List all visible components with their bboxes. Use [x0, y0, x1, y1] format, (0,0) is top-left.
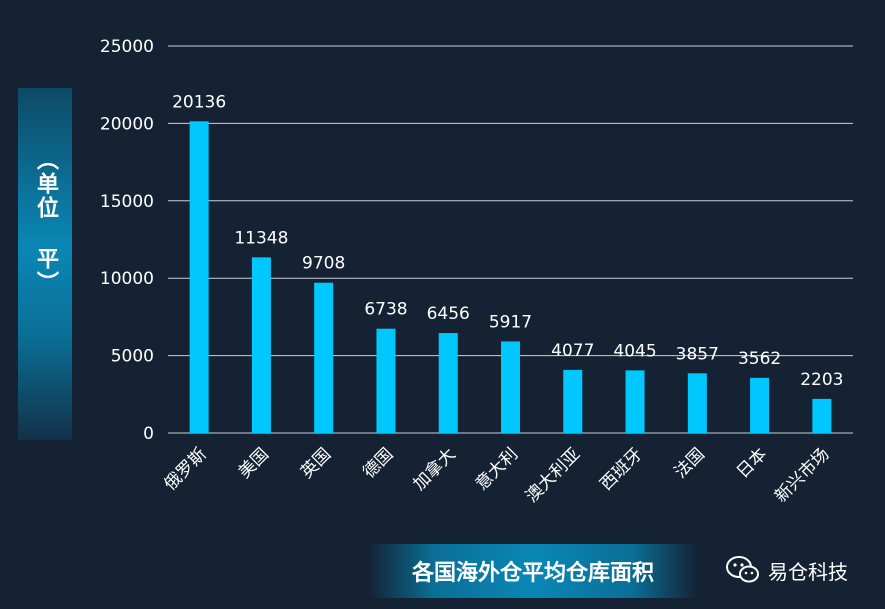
data-label: 6738 — [364, 300, 407, 320]
data-label: 5917 — [489, 312, 532, 332]
data-label: 3857 — [676, 344, 719, 364]
bars — [189, 121, 832, 433]
data-label: 9708 — [302, 254, 345, 274]
bar — [189, 121, 209, 433]
data-labels: 20136 11348 9708 6738 6456 5917 4077 4045 3857 35… — [172, 92, 843, 390]
y-tick-label: 5000 — [111, 347, 154, 367]
data-label: 4045 — [613, 341, 656, 361]
data-label: 2203 — [800, 370, 843, 390]
x-tick-label: 法国 — [671, 444, 709, 482]
y-tick-label: 0 — [143, 424, 154, 444]
y-axis-label: （单位 平） — [33, 148, 58, 295]
bar — [376, 328, 396, 433]
x-tick-label: 日本 — [733, 444, 771, 482]
x-tick-label: 澳大利亚 — [522, 444, 584, 506]
bar — [251, 257, 271, 433]
bar — [438, 333, 458, 433]
y-axis-label-panel: （单位 平） — [18, 88, 72, 440]
x-tick-label: 加拿大 — [409, 444, 460, 495]
data-label: 20136 — [172, 92, 226, 112]
bar — [563, 369, 583, 433]
bar — [750, 377, 770, 433]
x-tick-label: 俄罗斯 — [160, 444, 210, 494]
data-label: 11348 — [234, 228, 288, 248]
chart-title: 各国海外仓平均仓库面积 — [411, 561, 654, 586]
data-label: 6456 — [427, 304, 470, 324]
y-tick-label: 10000 — [100, 269, 154, 289]
x-tick-label: 英国 — [297, 444, 335, 482]
brand-name: 易仓科技 — [768, 559, 848, 584]
chart-title-banner: 各国海外仓平均仓库面积 — [368, 544, 698, 598]
bar — [812, 398, 832, 433]
x-tick-label: 意大利 — [472, 444, 522, 494]
x-tick-label: 西班牙 — [596, 444, 646, 494]
y-tick-label: 15000 — [100, 192, 154, 212]
data-label: 4077 — [551, 341, 594, 361]
y-axis-ticks: 0 5000 10000 15000 20000 25000 — [100, 37, 154, 444]
x-tick-label: 美国 — [235, 444, 273, 482]
x-tick-label: 德国 — [359, 444, 397, 482]
wechat-icon — [726, 556, 759, 583]
bar — [625, 370, 645, 433]
x-tick-label: 新兴市场 — [771, 444, 833, 506]
y-tick-label: 20000 — [100, 114, 154, 134]
bar — [314, 282, 334, 433]
grid-lines — [168, 45, 853, 434]
y-tick-label: 25000 — [100, 37, 154, 57]
bar — [687, 373, 707, 433]
bar — [501, 341, 520, 433]
brand: 易仓科技 — [726, 553, 848, 587]
x-axis-ticks: 俄罗斯 美国 英国 德国 加拿大 意大利 澳大利亚 西班牙 法国 日本 新兴市场 — [160, 444, 833, 507]
data-label: 3562 — [738, 349, 781, 369]
